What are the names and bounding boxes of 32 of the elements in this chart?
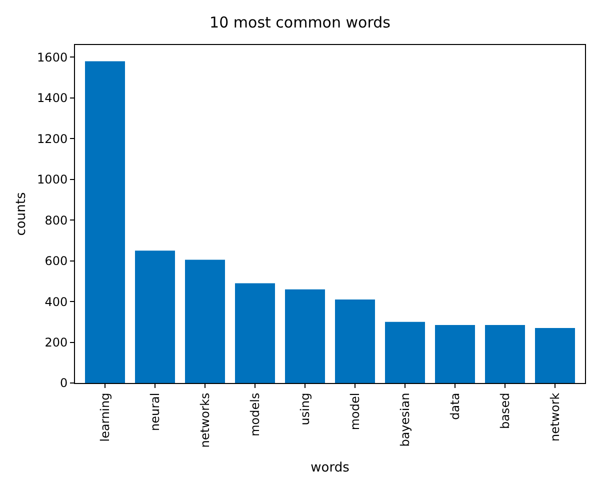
bar	[185, 260, 225, 383]
bar	[85, 61, 125, 383]
bar	[235, 283, 275, 383]
bar	[135, 250, 175, 383]
x-tick-label: networks	[198, 392, 212, 448]
x-tick-label: neural	[148, 392, 162, 432]
bar	[385, 322, 425, 383]
bar	[435, 324, 475, 383]
y-tick-label: 1200	[37, 132, 68, 146]
y-tick-label: 200	[44, 335, 68, 350]
y-tick-label: 600	[44, 254, 68, 268]
y-tick-label: 1600	[37, 50, 68, 64]
y-tick-label: 0	[60, 376, 68, 390]
chart-title: 10 most common words	[210, 13, 391, 32]
x-axis-title: words	[310, 460, 350, 476]
y-axis-title: counts	[14, 192, 30, 236]
x-tick-label: bayesian	[398, 392, 412, 447]
x-tick-label: using	[298, 392, 312, 426]
x-tick-label: network	[548, 392, 562, 442]
x-tick-label: data	[448, 392, 462, 420]
y-tick-label: 800	[44, 213, 68, 228]
y-tick-label: 1000	[37, 172, 68, 187]
x-tick-label: model	[348, 392, 362, 430]
bar	[335, 300, 375, 383]
x-tick-label: based	[498, 392, 512, 430]
bar	[485, 324, 525, 383]
y-tick-label: 1400	[37, 91, 68, 106]
bar	[535, 328, 575, 383]
x-tick-label: models	[248, 392, 262, 436]
y-tick-label: 400	[44, 294, 68, 309]
bar	[285, 289, 325, 383]
x-tick-label: learning	[98, 392, 112, 442]
